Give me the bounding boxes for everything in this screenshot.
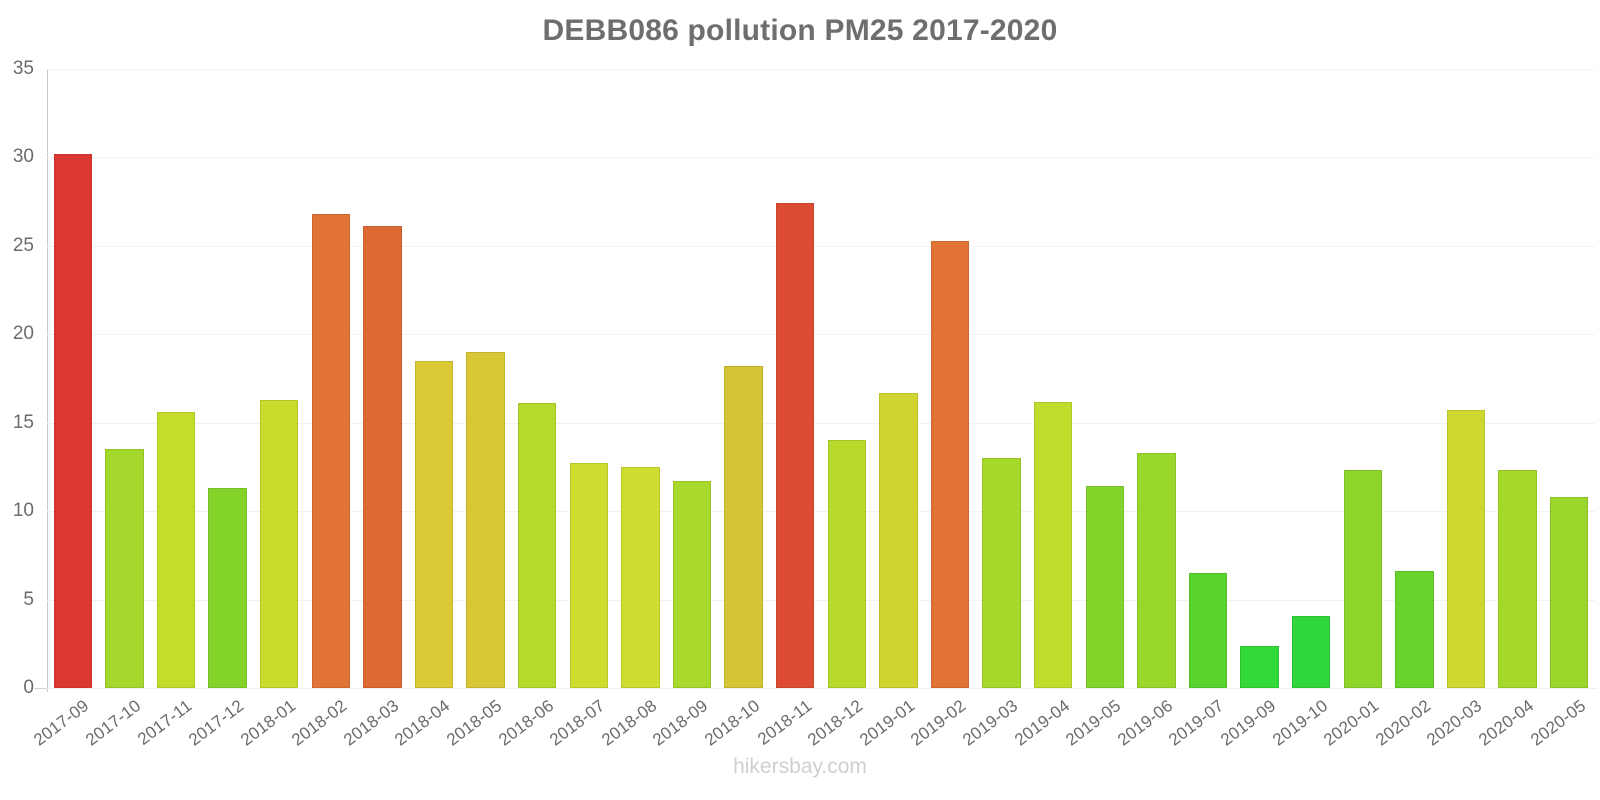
gridline	[47, 157, 1595, 159]
chart-title: DEBB086 pollution PM25 2017-2020	[542, 14, 1058, 47]
y-axis-tick-label: 25	[12, 234, 34, 256]
y-axis-tick-label: 30	[12, 146, 34, 168]
y-axis-tick-label: 20	[12, 323, 34, 345]
bar[interactable]	[1188, 573, 1228, 688]
gridline	[47, 511, 1595, 513]
bar[interactable]	[879, 392, 918, 688]
bar[interactable]	[1343, 470, 1383, 688]
bar[interactable]	[1446, 410, 1486, 688]
y-axis-line	[47, 69, 48, 692]
bar[interactable]	[672, 481, 712, 688]
bar[interactable]	[827, 440, 867, 688]
gridline	[47, 688, 1595, 689]
gridline	[47, 422, 1595, 424]
bar[interactable]	[208, 488, 247, 688]
bar[interactable]	[1291, 615, 1331, 688]
bar[interactable]	[414, 360, 454, 688]
plot-area	[47, 69, 1595, 689]
gridline	[47, 334, 1595, 336]
bar[interactable]	[363, 226, 402, 688]
bar[interactable]	[156, 412, 196, 688]
bar[interactable]	[259, 399, 299, 688]
y-axis-tick-label: 5	[23, 588, 34, 610]
bar[interactable]	[1085, 486, 1125, 688]
bar[interactable]	[930, 240, 970, 688]
watermark: hikersbay.com	[733, 755, 867, 778]
bar[interactable]	[982, 458, 1021, 688]
gridline	[47, 599, 1595, 601]
y-axis-tick-label: 15	[12, 411, 34, 433]
bar[interactable]	[517, 403, 557, 688]
bar[interactable]	[621, 466, 660, 688]
bar[interactable]	[1240, 645, 1279, 688]
bar[interactable]	[1033, 401, 1073, 688]
gridline	[47, 245, 1595, 247]
y-axis-tick-label: 0	[23, 677, 34, 698]
bar[interactable]	[53, 153, 93, 688]
bar[interactable]	[724, 366, 763, 688]
bar[interactable]	[311, 214, 351, 688]
y-axis-tick-label: 35	[12, 58, 34, 79]
bar[interactable]	[1498, 470, 1537, 688]
bar[interactable]	[105, 449, 144, 688]
bar[interactable]	[1549, 497, 1589, 688]
gridline	[47, 69, 1595, 70]
bar[interactable]	[1137, 452, 1176, 688]
bar[interactable]	[1395, 571, 1434, 688]
bar[interactable]	[466, 351, 505, 688]
bar[interactable]	[775, 203, 815, 688]
y-axis-tick-label: 10	[12, 500, 34, 522]
bar[interactable]	[569, 463, 609, 688]
